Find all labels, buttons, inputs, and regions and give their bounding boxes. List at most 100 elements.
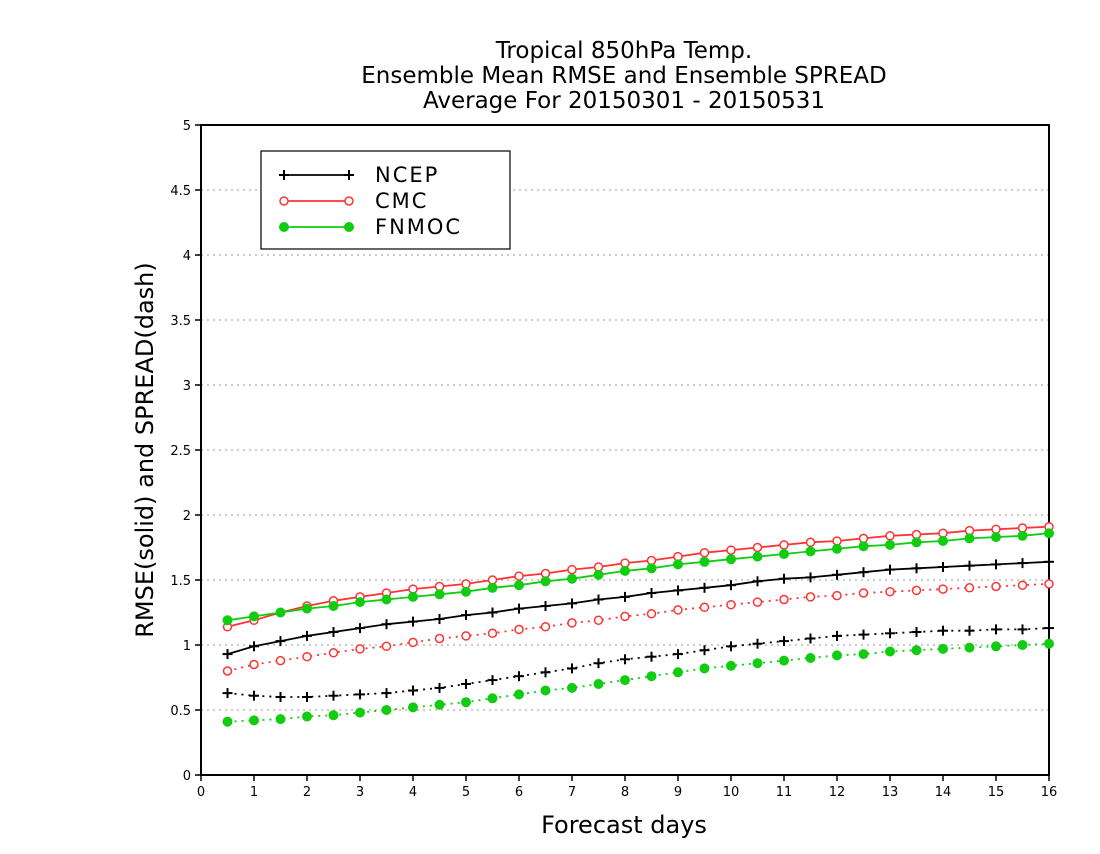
spread-point-cmc <box>222 666 233 676</box>
rmse-point-fnmoc <box>487 582 498 593</box>
spread-point-cmc <box>673 605 683 615</box>
spread-point-cmc <box>302 651 312 662</box>
legend-marker <box>344 196 354 206</box>
rmse-point-fnmoc <box>302 603 312 614</box>
rmse-point-fnmoc <box>593 569 604 580</box>
rmse-point-fnmoc <box>328 601 339 611</box>
spread-point-cmc <box>885 586 895 597</box>
spread-point-cmc <box>779 594 789 605</box>
y-tick-label: 0.5 <box>170 704 191 719</box>
spread-point-fnmoc <box>328 710 339 721</box>
rmse-point-fnmoc <box>408 591 418 602</box>
spread-point-cmc <box>964 583 975 593</box>
spread-point-cmc <box>726 599 736 610</box>
x-tick-label: 5 <box>462 785 470 800</box>
chart-title-line: Average For 20150301 - 20150531 <box>423 88 825 114</box>
y-tick-label: 0 <box>183 769 191 784</box>
rmse-point-fnmoc <box>673 559 683 570</box>
x-tick-label: 15 <box>988 785 1005 800</box>
spread-point-fnmoc <box>699 663 710 674</box>
spread-point-cmc <box>355 644 365 654</box>
y-tick-label: 1 <box>183 639 191 654</box>
spread-point-cmc <box>938 584 948 594</box>
rmse-point-fnmoc <box>726 554 736 565</box>
spread-point-cmc <box>1044 579 1054 589</box>
legend-label: CMC <box>375 189 428 213</box>
rmse-point-fnmoc <box>1017 530 1028 541</box>
spread-point-cmc <box>646 609 657 619</box>
series-cmc <box>222 521 1054 676</box>
rmse-point-cmc <box>752 542 763 553</box>
rmse-line-ncep <box>227 560 1050 655</box>
spread-point-fnmoc <box>673 667 683 678</box>
rmse-point-fnmoc <box>699 556 710 567</box>
spread-point-cmc <box>461 631 471 641</box>
rmse-point-cmc <box>408 584 418 594</box>
rmse-point-cmc <box>805 537 816 548</box>
spread-point-fnmoc <box>567 682 577 693</box>
rmse-point-cmc <box>673 551 683 562</box>
spread-point-cmc <box>514 624 524 635</box>
rmse-point-fnmoc <box>222 615 233 626</box>
legend-item-cmc: CMC <box>279 189 428 213</box>
rmse-point-cmc <box>779 540 789 550</box>
y-tick-label: 3 <box>183 379 191 394</box>
y-axis-label: RMSE(solid) and SPREAD(dash) <box>131 262 159 638</box>
rmse-point-fnmoc <box>1044 528 1054 539</box>
x-tick-label: 3 <box>356 785 364 800</box>
spread-point-fnmoc <box>938 643 948 654</box>
plot-frame: 00.511.522.533.544.550 1 2 3 4 5 6 7 8 9 10 11 12 13 1… <box>170 119 1057 800</box>
rmse-point-fnmoc <box>620 565 630 576</box>
spread-point-fnmoc <box>434 699 445 710</box>
x-tick-label: 1 <box>250 785 258 800</box>
y-tick-label: 5 <box>183 119 191 134</box>
rmse-point-fnmoc <box>249 611 259 622</box>
y-tick-label: 4.5 <box>170 184 191 199</box>
spread-point-cmc <box>832 590 842 601</box>
legend-marker <box>279 196 289 206</box>
spread-point-fnmoc <box>752 658 763 669</box>
spread-point-fnmoc <box>1044 638 1054 649</box>
rmse-point-fnmoc <box>567 573 577 584</box>
spread-point-fnmoc <box>964 642 975 653</box>
spread-point-cmc <box>408 637 418 648</box>
y-tick-label: 3.5 <box>170 314 191 329</box>
x-tick-label: 16 <box>1041 785 1058 800</box>
rmse-point-fnmoc <box>858 541 869 552</box>
spread-point-fnmoc <box>779 655 789 666</box>
spread-point-fnmoc <box>487 693 498 704</box>
x-tick-label: 13 <box>882 785 899 800</box>
spread-point-fnmoc <box>540 685 551 696</box>
spread-line-cmc <box>227 583 1050 672</box>
x-axis-label: Forecast days <box>541 811 707 839</box>
spread-point-fnmoc <box>805 653 816 663</box>
x-tick-label: 14 <box>935 785 952 800</box>
x-tick-label: 2 <box>303 785 311 800</box>
spread-point-cmc <box>328 648 339 658</box>
spread-point-fnmoc <box>726 660 736 671</box>
x-tick-label: 9 <box>674 785 682 800</box>
spread-point-cmc <box>381 641 392 652</box>
y-tick-label: 2.5 <box>170 444 191 459</box>
spread-point-cmc <box>567 618 577 628</box>
legend-marker <box>279 222 289 232</box>
spread-point-cmc <box>991 581 1001 592</box>
rmse-point-fnmoc <box>805 546 816 557</box>
legend-item-fnmoc: FNMOC <box>279 215 460 239</box>
rmse-point-fnmoc <box>964 533 975 544</box>
x-tick-label: 0 <box>197 785 205 800</box>
rmse-point-fnmoc <box>991 532 1001 543</box>
spread-point-fnmoc <box>646 671 657 682</box>
spread-point-cmc <box>593 615 604 626</box>
rmse-point-fnmoc <box>461 586 471 597</box>
rmse-point-cmc <box>699 547 710 558</box>
x-tick-label: 10 <box>723 785 740 800</box>
spread-point-fnmoc <box>991 641 1001 652</box>
spread-point-cmc <box>434 633 445 644</box>
x-tick-label: 7 <box>568 785 576 800</box>
spread-point-fnmoc <box>1017 640 1028 650</box>
spread-point-cmc <box>911 585 922 596</box>
